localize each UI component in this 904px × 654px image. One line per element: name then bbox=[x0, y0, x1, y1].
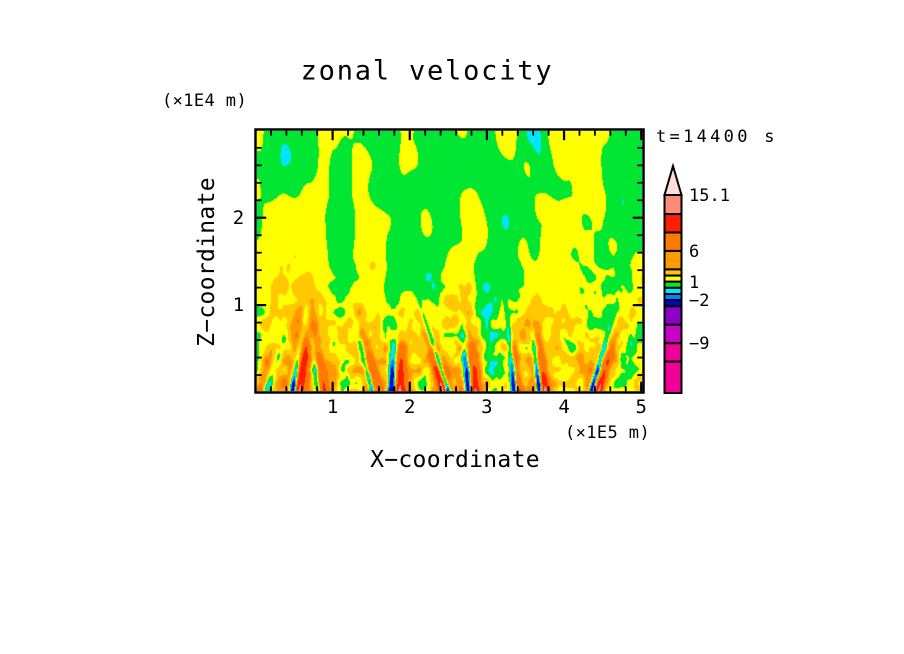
z-tick-label: 1 bbox=[232, 294, 245, 317]
z-tick-label: 2 bbox=[232, 206, 245, 229]
x-tick-label: 5 bbox=[635, 396, 647, 418]
x-tick-label: 2 bbox=[404, 396, 416, 418]
x-axis-label: X−coordinate bbox=[370, 447, 540, 473]
x-tick-label: 3 bbox=[481, 396, 493, 418]
colorbar-tick-label: −9 bbox=[689, 334, 710, 355]
plot-title: zonal velocity bbox=[300, 55, 554, 87]
colorbar-tick-label: −2 bbox=[689, 291, 710, 312]
contour-field bbox=[257, 131, 642, 391]
z-axis-label: Z−coordinate bbox=[194, 177, 220, 347]
colorbar-tick-label: 1 bbox=[689, 272, 700, 293]
colorbar-tick-label: 6 bbox=[689, 241, 700, 262]
x-tick-label: 4 bbox=[558, 396, 570, 418]
colorbar-tick-label: 15.1 bbox=[689, 186, 730, 206]
z-axis-unit: (×1E4 m) bbox=[162, 91, 248, 111]
x-axis-unit: (×1E5 m) bbox=[565, 423, 651, 443]
time-annotation: t=14400 s bbox=[656, 127, 778, 147]
x-tick-label: 1 bbox=[326, 396, 339, 418]
